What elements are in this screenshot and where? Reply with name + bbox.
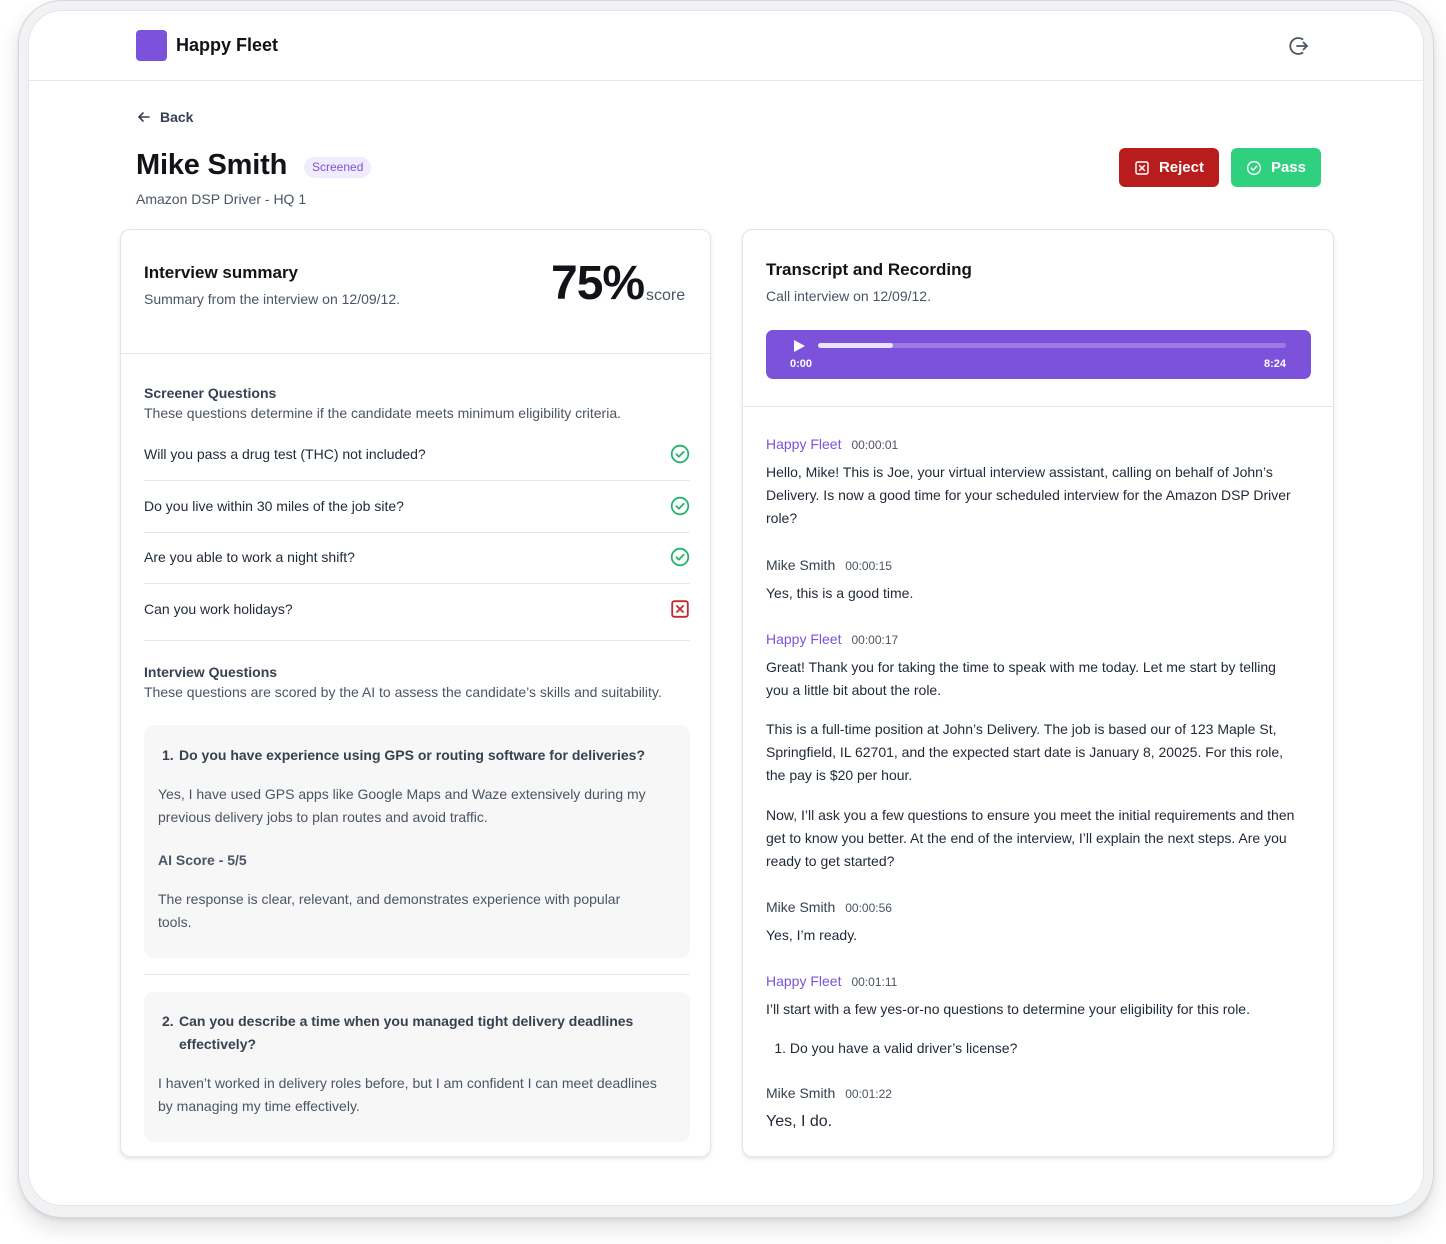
summary-title: Interview summary — [144, 263, 299, 282]
interview-summary-card: Interview summary Summary from the inter… — [120, 229, 711, 1157]
current-time: 0:00 — [790, 358, 813, 370]
screener-row: Can you work holidays? — [144, 584, 690, 636]
transcript-list-item: 1. Do you have a valid driver’s license? — [774, 1040, 1018, 1056]
reject-label: Reject — [1158, 159, 1204, 176]
play-icon[interactable] — [792, 339, 806, 353]
interview-question-card: 2. Can you describe a time when you manag… — [144, 992, 690, 1142]
transcript-speaker: Mike Smith 00:00:56 — [766, 899, 892, 915]
candidate-name: Mike Smith — [136, 149, 288, 181]
transcript-message: Yes, this is a good time. — [766, 585, 914, 601]
screener-title: Screener Questions — [144, 385, 277, 401]
screener-question: Can you work holidays? — [144, 601, 293, 617]
top-bar: Happy Fleet — [29, 11, 1423, 81]
transcript-message: Yes, I do. — [766, 1113, 833, 1130]
screener-row: Are you able to work a night shift? — [144, 532, 690, 584]
transcript-message: Yes, I’m ready. — [766, 927, 858, 943]
back-link[interactable]: Back — [136, 109, 193, 125]
pass-label: Pass — [1270, 159, 1306, 176]
screener-question: Will you pass a drug test (THC) not incl… — [144, 446, 426, 462]
app-screen: Happy Fleet Back Mike Smith Screened Ama… — [28, 10, 1424, 1206]
summary-subtitle: Summary from the interview on 12/09/12. — [144, 291, 401, 307]
x-square-icon — [671, 600, 689, 618]
transcript-message: I’ll start with a few yes-or-no question… — [766, 1001, 1250, 1017]
screener-question: Do you live within 30 miles of the job s… — [144, 498, 404, 514]
screener-subtitle: These questions determine if the candida… — [144, 405, 621, 421]
transcript-message: This is a full-time position at John’s D… — [766, 721, 1284, 783]
transcript-speaker: Happy Fleet 00:01:11 — [766, 973, 898, 989]
divider — [121, 353, 710, 354]
reject-button[interactable]: Reject — [1119, 148, 1219, 187]
back-label: Back — [160, 109, 194, 125]
screener-row: Do you live within 30 miles of the job s… — [144, 481, 690, 533]
status-badge: Screened — [304, 157, 372, 178]
audio-player: 0:00 8:24 — [766, 330, 1311, 379]
logout-icon[interactable] — [1287, 34, 1311, 58]
total-time: 8:24 — [1263, 358, 1286, 370]
transcript-title: Transcript and Recording — [766, 260, 972, 279]
transcript-speaker: Mike Smith 00:01:22 — [766, 1085, 892, 1101]
screener-row: Will you pass a drug test (THC) not incl… — [144, 429, 690, 481]
divider — [144, 974, 690, 975]
candidate-answer: Yes, I have used GPS apps like Google Ma… — [158, 786, 646, 825]
score-label: score — [646, 287, 686, 304]
transcript-message: Hello, Mike! This is Joe, your virtual i… — [766, 464, 1291, 526]
arrow-left-icon — [138, 112, 150, 122]
ai-score: AI Score - 5/5 — [158, 852, 247, 868]
divider — [743, 406, 1333, 407]
pass-button[interactable]: Pass — [1231, 148, 1321, 187]
transcript-card: Transcript and Recording Call interview … — [742, 229, 1334, 1157]
screener-question: Are you able to work a night shift? — [144, 549, 355, 565]
transcript-message: Now, I’ll ask you a few questions to ens… — [766, 807, 1295, 869]
score-value: 75% — [551, 257, 645, 310]
transcript-message: Great! Thank you for taking the time to … — [766, 659, 1276, 698]
check-circle-icon — [670, 547, 690, 567]
interview-question: 1. Do you have experience using GPS or ro… — [162, 747, 646, 763]
transcript-speaker: Mike Smith 00:00:15 — [766, 557, 892, 573]
audio-progress-track[interactable] — [818, 343, 1286, 348]
check-circle-icon — [670, 444, 690, 464]
candidate-answer: I haven’t worked in delivery roles befor… — [158, 1075, 657, 1114]
transcript-subtitle: Call interview on 12/09/12. — [766, 288, 931, 304]
transcript-speaker: Happy Fleet 00:00:01 — [766, 436, 899, 452]
brand-name: Happy Fleet — [176, 35, 279, 55]
check-circle-icon — [1246, 160, 1262, 175]
interview-question-card: 1. Do you have experience using GPS or ro… — [144, 725, 690, 958]
interview-question: 2. Can you describe a time when you manag… — [162, 1013, 634, 1052]
divider — [144, 640, 690, 641]
check-circle-icon — [670, 496, 690, 516]
candidate-role: Amazon DSP Driver - HQ 1 — [136, 191, 307, 207]
brand-logo — [136, 30, 167, 61]
audio-progress-fill — [818, 343, 893, 348]
ai-rationale: The response is clear, relevant, and dem… — [158, 891, 621, 930]
x-square-icon — [1135, 160, 1149, 175]
interview-questions-subtitle: These questions are scored by the AI to … — [144, 684, 662, 700]
interview-questions-title: Interview Questions — [144, 664, 278, 680]
transcript-speaker: Happy Fleet 00:00:17 — [766, 631, 899, 647]
